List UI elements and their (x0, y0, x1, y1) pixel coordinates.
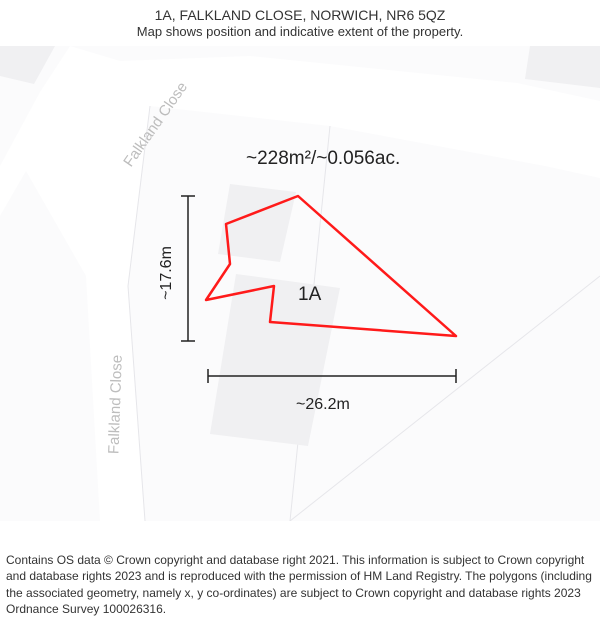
map-canvas: ~228m²/~0.056ac. 1A ~26.2m ~17.6m Falkla… (0, 46, 600, 521)
dim-h-label: ~26.2m (296, 396, 350, 414)
plot-label: 1A (298, 284, 321, 306)
road-label-2: Falkland Close (105, 355, 125, 455)
footer-copyright: Contains OS data © Crown copyright and d… (6, 552, 594, 617)
page-title: 1A, FALKLAND CLOSE, NORWICH, NR6 5QZ (0, 6, 600, 24)
header: 1A, FALKLAND CLOSE, NORWICH, NR6 5QZ Map… (0, 6, 600, 41)
page-subtitle: Map shows position and indicative extent… (0, 24, 600, 41)
area-label: ~228m²/~0.056ac. (246, 148, 400, 170)
dim-v-label: ~17.6m (158, 246, 176, 300)
